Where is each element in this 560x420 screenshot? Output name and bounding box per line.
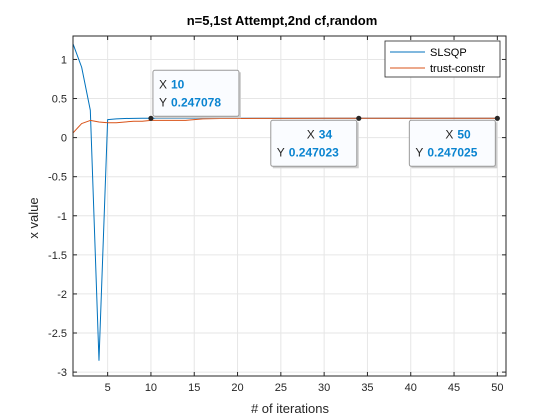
chart-title: n=5,1st Attempt,2nd cf,random [187, 13, 378, 28]
datatip-x-value: 50 [457, 127, 471, 141]
datatip-box [408, 119, 496, 167]
series-line-trust-constr [72, 117, 498, 134]
x-tick-label: 30 [318, 382, 330, 394]
x-tick-label: 40 [405, 382, 417, 394]
x-tick-label: 15 [188, 382, 200, 394]
ticks [73, 36, 506, 376]
datatip-x-label: X [307, 127, 315, 141]
x-tick-label: 10 [145, 382, 157, 394]
x-tick-label: 20 [231, 382, 243, 394]
y-tick-label: -1 [57, 211, 67, 223]
y-tick-label: -2 [57, 289, 67, 301]
y-tick-label: -3 [57, 367, 67, 379]
datatip[interactable]: X 10 Y 0.247078 [148, 69, 241, 121]
x-tick-label: 50 [491, 382, 503, 394]
axes-background [73, 36, 506, 376]
datatip-x-value: 34 [319, 127, 333, 141]
x-tick-labels: 5 10 15 20 25 30 35 40 45 50 [105, 382, 504, 394]
datatip-marker[interactable] [148, 115, 154, 121]
legend: SLSQP trust-constr [384, 40, 501, 78]
datatip-y-value: 0.247025 [427, 145, 477, 159]
y-tick-label: 0 [61, 133, 67, 145]
datatip-marker[interactable] [494, 115, 500, 121]
x-tick-label: 25 [275, 382, 287, 394]
x-axis-label: # of iterations [251, 401, 330, 416]
datatip-y-value: 0.247023 [289, 145, 339, 159]
series-lines [72, 43, 498, 361]
y-tick-label: 0.5 [52, 94, 67, 106]
x-tick-label: 35 [361, 382, 373, 394]
y-axis-label: x value [26, 197, 41, 238]
datatip-box [270, 119, 358, 167]
datatip-y-label: Y [159, 95, 167, 109]
y-tick-label: -2.5 [48, 328, 67, 340]
datatip[interactable]: X 34 Y 0.247023 [270, 115, 362, 169]
datatip-marker[interactable] [356, 115, 362, 121]
datatip-x-label: X [445, 127, 453, 141]
legend-label-trust-constr: trust-constr [430, 63, 485, 75]
y-tick-label: 1 [61, 54, 67, 66]
legend-label-slsqp: SLSQP [430, 47, 467, 59]
datatip-y-label: Y [415, 145, 423, 159]
y-tick-labels: 1 0.5 0 -0.5 -1 -1.5 -2 -2.5 -3 [48, 54, 67, 379]
datatip[interactable]: X 50 Y 0.247025 [408, 115, 500, 169]
datatip-y-value: 0.247078 [171, 95, 221, 109]
datatip-x-value: 10 [171, 77, 185, 91]
x-tick-label: 5 [105, 382, 111, 394]
legend-box [384, 40, 501, 78]
datatip-box [152, 69, 240, 117]
y-tick-label: -0.5 [48, 172, 67, 184]
axes-frame [72, 35, 507, 377]
datatip-y-label: Y [277, 145, 285, 159]
datatips: X 10 Y 0.247078 X 34 Y 0.247023 X 50 Y 0.247025 [148, 69, 500, 169]
y-tick-label: -1.5 [48, 250, 67, 262]
plot-area [72, 35, 507, 377]
datatip-x-label: X [159, 77, 167, 91]
x-tick-label: 45 [448, 382, 460, 394]
